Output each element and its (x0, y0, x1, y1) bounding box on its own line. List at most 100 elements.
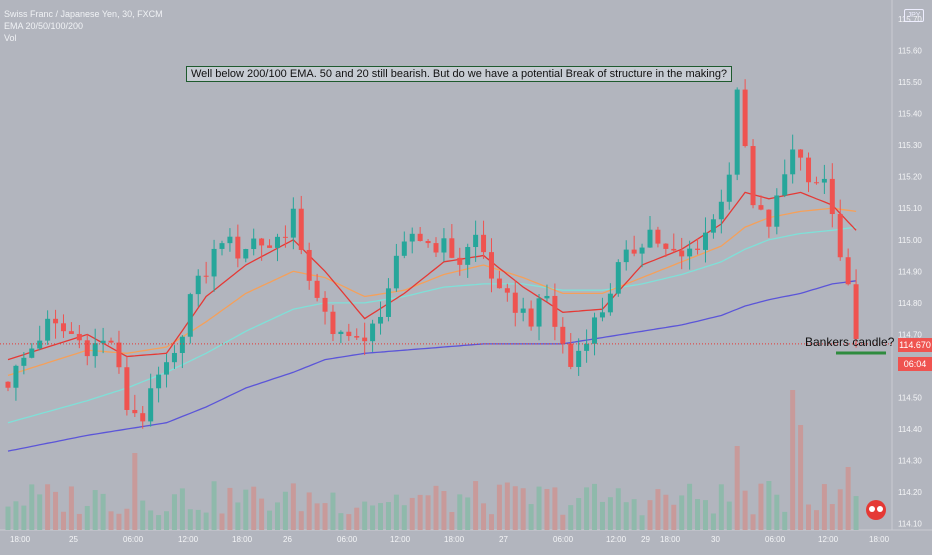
candle-body (465, 247, 471, 265)
tradingview-logo-icon[interactable] (866, 500, 886, 520)
volume-bar (274, 502, 280, 530)
x-tick-label: 06:00 (337, 535, 358, 544)
x-tick-label: 18:00 (660, 535, 681, 544)
volume-bar (164, 511, 170, 530)
candle-body (274, 236, 280, 248)
candle-body (393, 255, 399, 289)
volume-bar (584, 487, 590, 530)
candle-body (37, 340, 43, 349)
y-tick-label: 115.10 (898, 204, 922, 213)
candle-body (687, 248, 693, 257)
volume-bar (774, 494, 780, 530)
candle-body (425, 241, 431, 244)
currency-badge[interactable]: JPY (904, 9, 924, 22)
volume-bar (623, 502, 629, 530)
volume-bar (433, 485, 439, 530)
candle-body (13, 365, 19, 388)
candle-body (702, 232, 708, 250)
volume-bar (488, 514, 494, 530)
volume-bar (481, 503, 487, 530)
volume-bar (370, 505, 376, 530)
volume-bar (290, 483, 296, 530)
candle-body (179, 336, 185, 353)
volume-bar (338, 513, 344, 530)
y-tick-label: 114.30 (898, 457, 922, 466)
volume-bar (100, 493, 106, 530)
volume-bar (750, 514, 756, 530)
volume-bar (29, 484, 35, 530)
volume-bar (687, 483, 693, 530)
x-tick-label: 18:00 (869, 535, 890, 544)
volume-bar (298, 511, 304, 530)
volume-bar (695, 499, 701, 530)
bankers-candle-label[interactable]: Bankers candle? (805, 335, 895, 349)
volume-bar (829, 504, 835, 530)
candle-body (306, 249, 312, 281)
candle-body (116, 342, 122, 368)
candle-body (663, 243, 669, 249)
volume-bar (845, 467, 851, 530)
y-tick-label: 115.70 (898, 15, 922, 24)
candle-body (84, 340, 90, 357)
candle-body (829, 178, 835, 215)
legend-ema[interactable]: EMA 20/50/100/200 (4, 21, 84, 31)
candle-body (132, 409, 138, 414)
volume-bar (592, 483, 598, 530)
volume-bar (330, 492, 336, 530)
legend-vol[interactable]: Vol (4, 33, 17, 43)
x-tick-label: 12:00 (818, 535, 839, 544)
volume-bar (504, 482, 510, 530)
candle-body (655, 229, 661, 244)
candle-body (76, 333, 82, 341)
y-tick-label: 115.40 (898, 110, 922, 119)
volume-bar (568, 505, 574, 530)
candle-body (68, 331, 74, 334)
candle-body (195, 275, 201, 295)
candle-body (790, 149, 796, 175)
volume-bar (108, 511, 114, 530)
volume-bar (282, 491, 288, 530)
y-tick-label: 114.40 (898, 425, 922, 434)
y-tick-label: 114.90 (898, 267, 922, 276)
candle-body (282, 236, 288, 238)
candle-body (290, 208, 296, 238)
x-tick-label: 12:00 (178, 535, 199, 544)
volume-bar (806, 504, 812, 530)
volume-bar (615, 488, 621, 530)
volume-bar (702, 500, 708, 530)
volume-bar (758, 483, 764, 530)
volume-bar (409, 497, 415, 530)
candle-body (758, 205, 764, 210)
x-tick-label: 12:00 (390, 535, 411, 544)
analysis-note[interactable]: Well below 200/100 EMA. 50 and 20 still … (186, 66, 733, 82)
candle-body (798, 149, 804, 158)
x-tick-label: 18:00 (232, 535, 253, 544)
volume-bar (362, 501, 368, 530)
volume-bar (821, 484, 827, 530)
x-tick-label: 18:00 (444, 535, 465, 544)
volume-bar (441, 491, 447, 530)
volume-bar (211, 481, 217, 530)
candle-body (156, 374, 162, 389)
candle-body (267, 245, 273, 248)
candle-body (806, 157, 812, 183)
y-tick-label: 114.70 (898, 330, 922, 339)
volume-bar (156, 515, 162, 530)
legend-symbol[interactable]: Swiss Franc / Japanese Yen, 30, FXCM (4, 9, 163, 19)
candle-body (504, 288, 510, 293)
volume-bar (726, 501, 732, 530)
volume-bar (243, 489, 249, 530)
volume-bar (267, 510, 273, 530)
volume-bar (219, 513, 225, 530)
candle-body (750, 146, 756, 206)
volume-bar (710, 513, 716, 530)
volume-bar (148, 510, 154, 530)
volume-bar (314, 503, 320, 530)
bar-countdown-tag: 06:04 (898, 357, 932, 371)
volume-bar (647, 500, 653, 530)
volume-bar (140, 500, 146, 530)
x-tick-label: 25 (69, 535, 78, 544)
candle-body (417, 233, 423, 242)
